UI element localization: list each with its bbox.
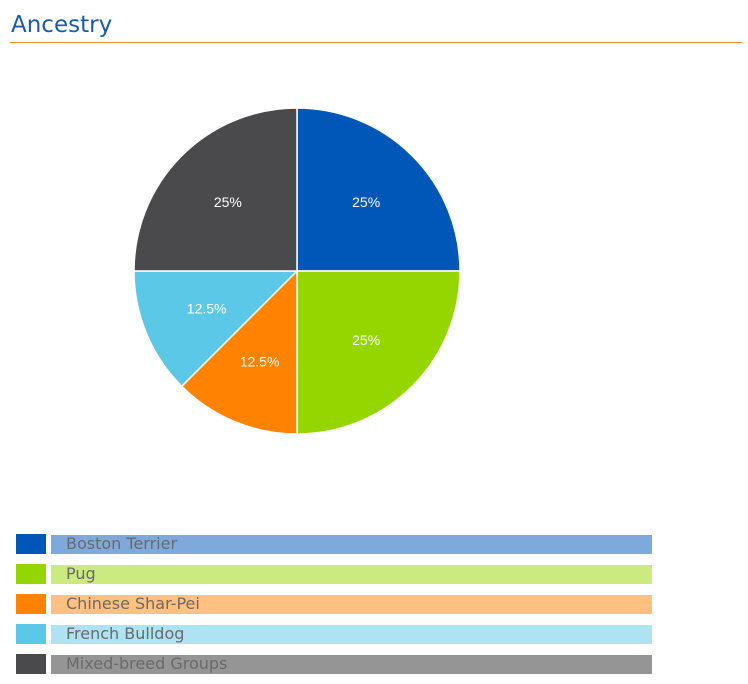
legend-label: French Bulldog [66,624,185,643]
legend-bar [51,535,652,554]
pie-data-label: 25% [352,332,380,348]
chart-legend: Boston Terrier Pug Chinese Shar-Pei French … [16,534,656,684]
legend-bar [51,625,652,644]
page-title: Ancestry [11,12,113,38]
pie-data-label: 12.5% [187,300,227,316]
legend-bar [51,595,652,614]
pie-slice-pug [296,270,461,435]
pie-slice-chinese-shar-pei [180,269,298,435]
legend-bar [51,565,652,584]
title-divider [10,42,742,43]
legend-item: Mixed-breed Groups [16,654,656,674]
legend-label: Chinese Shar-Pei [66,594,200,613]
legend-bar [51,655,652,674]
pie-slice-french-bulldog [133,270,299,388]
pie-data-label: 25% [214,194,242,210]
legend-label: Boston Terrier [66,534,178,553]
pie-data-label: 12.5% [240,353,280,369]
legend-swatch [16,564,46,584]
legend-item: Boston Terrier [16,534,656,554]
legend-label: Mixed-breed Groups [66,654,228,673]
legend-swatch [16,624,46,644]
legend-swatch [16,594,46,614]
legend-item: Pug [16,564,656,584]
legend-swatch [16,534,46,554]
pie-slice-mixed-breed-groups [133,107,298,272]
pie-data-label: 25% [352,194,380,210]
legend-item: French Bulldog [16,624,656,644]
legend-item: Chinese Shar-Pei [16,594,656,614]
legend-label: Pug [66,564,96,583]
pie-chart: 25% 25% 12.5% 12.5% 25% [133,107,461,435]
legend-swatch [16,654,46,674]
pie-slice-boston-terrier [296,107,461,272]
